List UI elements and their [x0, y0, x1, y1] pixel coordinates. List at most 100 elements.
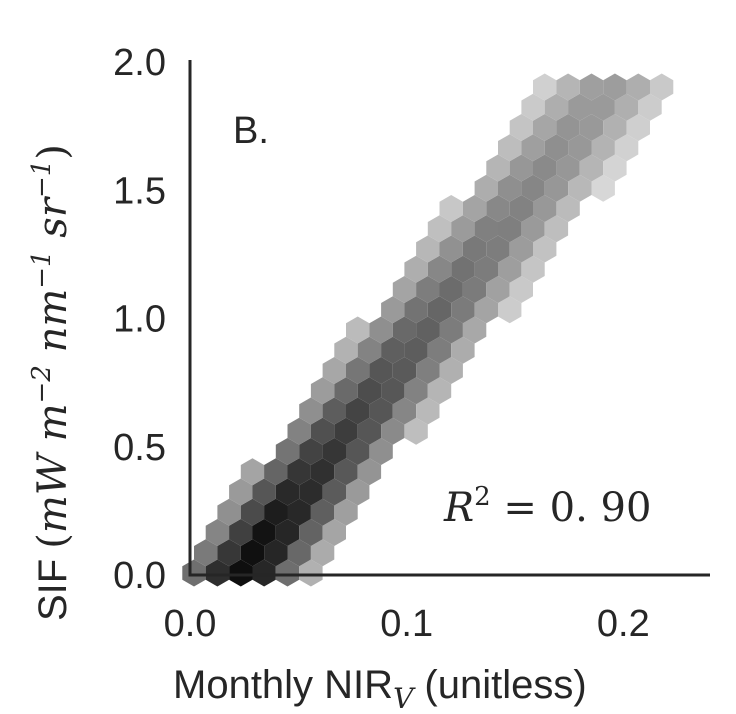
- hexbin-cell: [626, 114, 650, 141]
- hexbin-cell: [591, 93, 615, 121]
- hexbin-cell: [205, 519, 230, 546]
- hexbin-cell: [310, 458, 335, 486]
- hexbin-cell: [498, 134, 522, 162]
- hexbin-cell: [556, 73, 580, 101]
- hexbin-cell: [533, 235, 557, 263]
- hexbin-cell: [404, 255, 428, 283]
- hexbin-cell: [498, 174, 522, 202]
- hexbin-cell: [392, 397, 417, 425]
- hexbin-cell: [427, 215, 452, 243]
- hexbin-cell: [252, 478, 276, 506]
- hexbin-cell: [287, 458, 311, 486]
- hexbin-cell: [334, 458, 358, 486]
- hexbin-cell: [509, 276, 533, 303]
- hexbin-cell: [334, 498, 358, 526]
- hexbin-cell: [603, 154, 627, 182]
- hexbin-cell: [194, 539, 218, 567]
- hexbin-cell: [603, 73, 627, 101]
- hexbin-cell: [439, 357, 463, 384]
- hexbin-cell: [205, 559, 230, 587]
- hexbin-cell: [614, 134, 639, 162]
- y-tick-label: 0.5: [113, 427, 166, 469]
- hexbin-cell: [404, 336, 428, 364]
- hexbin-cell: [544, 215, 569, 243]
- hexbin-cell: [369, 316, 393, 344]
- hexbin-cell: [509, 235, 533, 263]
- hexbin-cell: [334, 336, 358, 364]
- hexbin-cell: [275, 559, 300, 587]
- hexbin-cell: [217, 498, 241, 526]
- hexbin-cell: [322, 478, 346, 506]
- hexbin-cell: [544, 134, 569, 162]
- hexbin-cell: [322, 519, 346, 546]
- hexbin-cell: [474, 174, 498, 202]
- hexbin-cell: [556, 195, 580, 222]
- hexbin-cell: [533, 154, 557, 182]
- hexbin-cell: [462, 195, 487, 222]
- y-tick-label: 1.5: [113, 170, 166, 212]
- hexbin-cell: [404, 296, 428, 324]
- y-axis-title: SIF(mW m−2 nm−1 sr−1): [27, 144, 76, 621]
- hexbin-cell: [614, 93, 639, 121]
- hexbin-cell: [498, 255, 522, 283]
- hexbin-cell: [579, 73, 604, 101]
- y-tick-label: 2.0: [113, 42, 166, 84]
- hexbin-cell: [240, 458, 265, 486]
- hexbin-cell: [416, 276, 440, 303]
- hexbin-cell: [381, 336, 405, 364]
- hexbin-cell: [299, 397, 323, 425]
- hexbin-cell: [369, 397, 393, 425]
- hexbin-cell: [568, 134, 592, 162]
- tick-labels: 0.0 0.1 0.2 0.0 0.5 1.0 1.5 2.0: [113, 42, 650, 645]
- hexbin-cell: [416, 316, 440, 344]
- hexbin-cell: [334, 377, 358, 405]
- hexbin-cell: [264, 458, 288, 486]
- hexbin-cell: [451, 255, 475, 283]
- hexbin-cell: [416, 397, 440, 425]
- hexbin-cell: [369, 438, 393, 465]
- hexbin-cell: [217, 539, 241, 567]
- hexbin-cell: [462, 316, 487, 344]
- hexbin-cell: [474, 296, 498, 324]
- hexbin-cell: [579, 114, 604, 141]
- x-axis-title: Monthly NIRV (unitless): [173, 663, 587, 714]
- axes: [188, 60, 710, 577]
- hexbin-cell: [182, 559, 206, 587]
- hexbin-cell: [229, 478, 253, 506]
- hexbin-cell: [310, 498, 335, 526]
- hexbin-cell: [381, 417, 405, 445]
- hexbin-cell: [287, 539, 311, 567]
- hexbin-cell: [521, 255, 545, 283]
- hexbin-cell: [404, 377, 428, 405]
- hexbin-cell: [275, 519, 300, 546]
- hexbin-cell: [416, 357, 440, 384]
- hexbin-cell: [626, 73, 650, 101]
- x-tick-label: 0.2: [597, 603, 650, 645]
- hexbin-cell: [650, 73, 674, 101]
- hexbin-cell: [392, 357, 417, 384]
- hexbin-cell: [404, 417, 428, 445]
- y-tick-label: 1.0: [113, 299, 166, 341]
- hexbin-cell: [322, 357, 346, 384]
- hexbin-cell: [568, 174, 592, 202]
- hexbin-cell: [264, 539, 288, 567]
- hexbin-cell: [439, 276, 463, 303]
- hexbin-cell: [509, 195, 533, 222]
- hexbin-cell: [346, 357, 370, 384]
- hexbin-cell: [474, 215, 498, 243]
- hexbin-cell: [416, 235, 440, 263]
- svg-text:SIF(mW m−2 nm−1 sr−1): SIF(mW m−2 nm−1 sr−1): [27, 144, 76, 621]
- hexbin-cell: [427, 296, 452, 324]
- hexbin-cell: [346, 316, 370, 344]
- hexbin-cell: [638, 93, 662, 121]
- hexbin-cell: [392, 276, 417, 303]
- hexbin-cell: [521, 134, 545, 162]
- hexbin-cell: [451, 336, 475, 364]
- hexbin-cell: [381, 377, 405, 405]
- hexbin-cell: [240, 539, 265, 567]
- hexbin-cell: [299, 559, 323, 587]
- hexbin-cell: [509, 154, 533, 182]
- hexbin-cell: [533, 73, 557, 101]
- hexbin-cells: [182, 73, 674, 587]
- x-tick-label: 0.1: [380, 603, 433, 645]
